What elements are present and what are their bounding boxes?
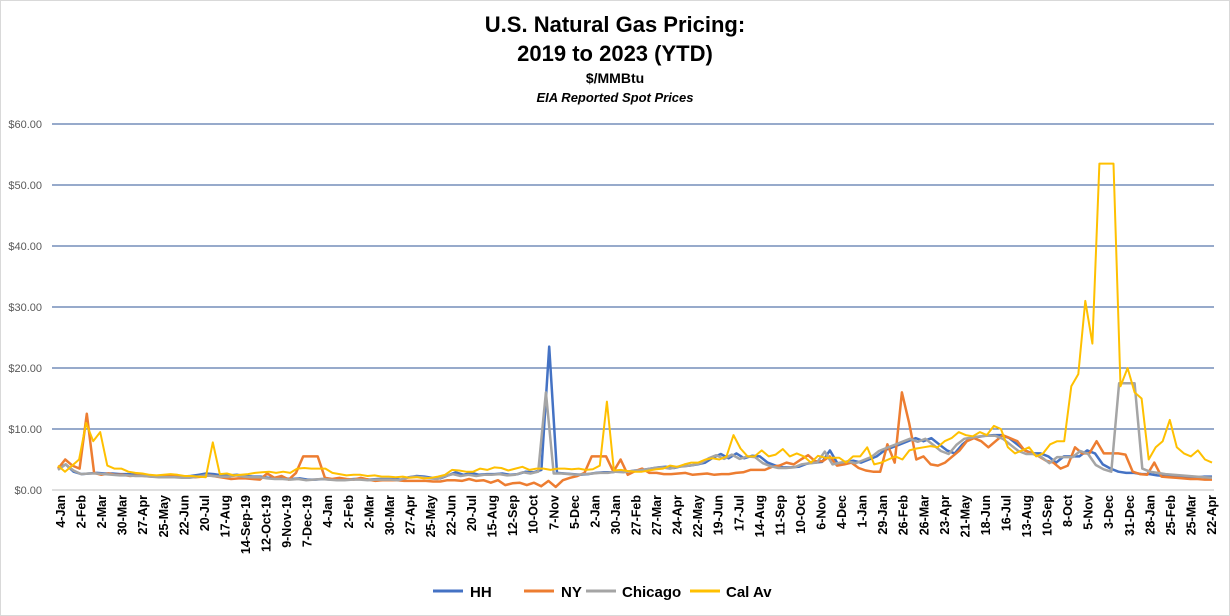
- x-tick-label: 25-Mar: [1184, 495, 1198, 535]
- y-tick-label: $20.00: [8, 363, 42, 375]
- x-tick-label: 22-Apr: [1205, 495, 1219, 535]
- x-tick-label: 27-Apr: [136, 495, 150, 535]
- y-tick-label: $30.00: [8, 302, 42, 314]
- x-tick-label: 10-Oct: [527, 494, 541, 534]
- x-tick-label: 27-Mar: [650, 495, 664, 535]
- x-tick-label: 20-Jul: [465, 495, 479, 531]
- x-tick-label: 23-Apr: [938, 495, 952, 535]
- x-tick-label: 7-Dec-19: [301, 495, 315, 547]
- x-tick-label: 30-Mar: [383, 495, 397, 535]
- x-tick-label: 25-Feb: [1164, 495, 1178, 536]
- x-tick-label: 4-Jan: [54, 495, 68, 528]
- x-tick-label: 12-Sep: [506, 495, 520, 536]
- x-tick-label: 27-Apr: [403, 495, 417, 535]
- x-tick-label: 17-Aug: [218, 495, 232, 537]
- legend-label-hh: HH: [470, 584, 492, 601]
- x-tick-label: 24-Apr: [671, 495, 685, 535]
- x-tick-label: 16-Jul: [999, 495, 1013, 531]
- x-tick-label: 4-Jan: [321, 495, 335, 528]
- x-tick-label: 14-Aug: [753, 495, 767, 537]
- x-tick-label: 22-Jun: [177, 495, 191, 535]
- x-tick-label: 14-Sep-19: [239, 495, 253, 554]
- chart-subtitle-source: EIA Reported Spot Prices: [536, 90, 694, 105]
- x-tick-label: 25-May: [424, 495, 438, 537]
- series-line-cal-av: [57, 162, 1213, 480]
- x-tick-label: 11-Sep: [773, 495, 787, 536]
- x-tick-label: 31-Dec: [1123, 495, 1137, 536]
- legend-label-ny: NY: [561, 584, 582, 601]
- series-line-chicago: [57, 382, 1213, 482]
- x-tick-label: 18-Jun: [979, 495, 993, 535]
- x-tick-label: 10-Oct: [794, 494, 808, 534]
- x-tick-label: 17-Jul: [732, 495, 746, 531]
- x-tick-label: 22-Jun: [445, 495, 459, 535]
- x-tick-label: 10-Sep: [1041, 495, 1055, 536]
- x-tick-label: 3-Dec: [1102, 495, 1116, 529]
- x-tick-label: 28-Jan: [1143, 495, 1157, 535]
- legend-label-cal-av: Cal Av: [726, 584, 772, 601]
- x-tick-label: 4-Dec: [835, 495, 849, 529]
- x-tick-label: 27-Feb: [630, 495, 644, 536]
- x-tick-label: 25-May: [157, 495, 171, 537]
- x-tick-label: 2-Feb: [75, 495, 89, 529]
- x-tick-label: 15-Aug: [486, 495, 500, 537]
- chart-title-line2: 2019 to 2023 (YTD): [517, 41, 713, 66]
- x-tick-label: 7-Nov: [547, 495, 561, 530]
- x-tick-label: 26-Feb: [897, 495, 911, 536]
- x-tick-label: 22-May: [691, 495, 705, 537]
- series-line-ny: [57, 391, 1212, 489]
- x-tick-label: 5-Dec: [568, 495, 582, 529]
- x-tick-label: 2-Jan: [588, 495, 602, 528]
- x-tick-label: 29-Jan: [876, 495, 890, 535]
- x-tick-label: 2-Mar: [95, 495, 109, 528]
- x-tick-label: 30-Jan: [609, 495, 623, 535]
- y-tick-label: $0.00: [14, 485, 42, 497]
- axes: $0.00 $10.00 $20.00 $30.00 $40.00 $50.00 $60.0…: [8, 119, 1219, 554]
- y-tick-label: $40.00: [8, 241, 42, 253]
- x-tick-label: 21-May: [958, 495, 972, 537]
- chart-subtitle-units: $/MMBtu: [585, 70, 645, 86]
- legend-label-chicago: Chicago: [622, 584, 681, 601]
- gridlines: [52, 123, 1214, 430]
- x-tick-label: 20-Jul: [198, 495, 212, 531]
- x-tick-label: 1-Jan: [856, 495, 870, 528]
- x-tick-label: 19-Jun: [712, 495, 726, 535]
- y-tick-label: $60.00: [8, 119, 42, 131]
- x-tick-label: 9-Nov-19: [280, 495, 294, 548]
- chart-title: U.S. Natural Gas Pricing:: [484, 12, 746, 37]
- x-tick-label: 5-Nov: [1082, 495, 1096, 530]
- x-tick-label: 6-Nov: [814, 495, 828, 530]
- x-tick-label: 13-Aug: [1020, 495, 1034, 537]
- x-tick-label: 2-Mar: [362, 495, 376, 528]
- series-line-hh: [57, 345, 1212, 481]
- x-tick-label: 2-Feb: [342, 495, 356, 529]
- x-tick-label: 26-Mar: [917, 495, 931, 535]
- y-tick-label: $10.00: [8, 424, 42, 436]
- x-tick-label: 12-Oct-19: [260, 495, 274, 552]
- x-tick-label: 30-Mar: [116, 495, 130, 535]
- x-tick-label: 8-Oct: [1061, 494, 1075, 527]
- legend: HH NY Chicago Cal Av: [433, 584, 772, 601]
- y-tick-label: $50.00: [8, 180, 42, 192]
- series-lines: [57, 162, 1213, 489]
